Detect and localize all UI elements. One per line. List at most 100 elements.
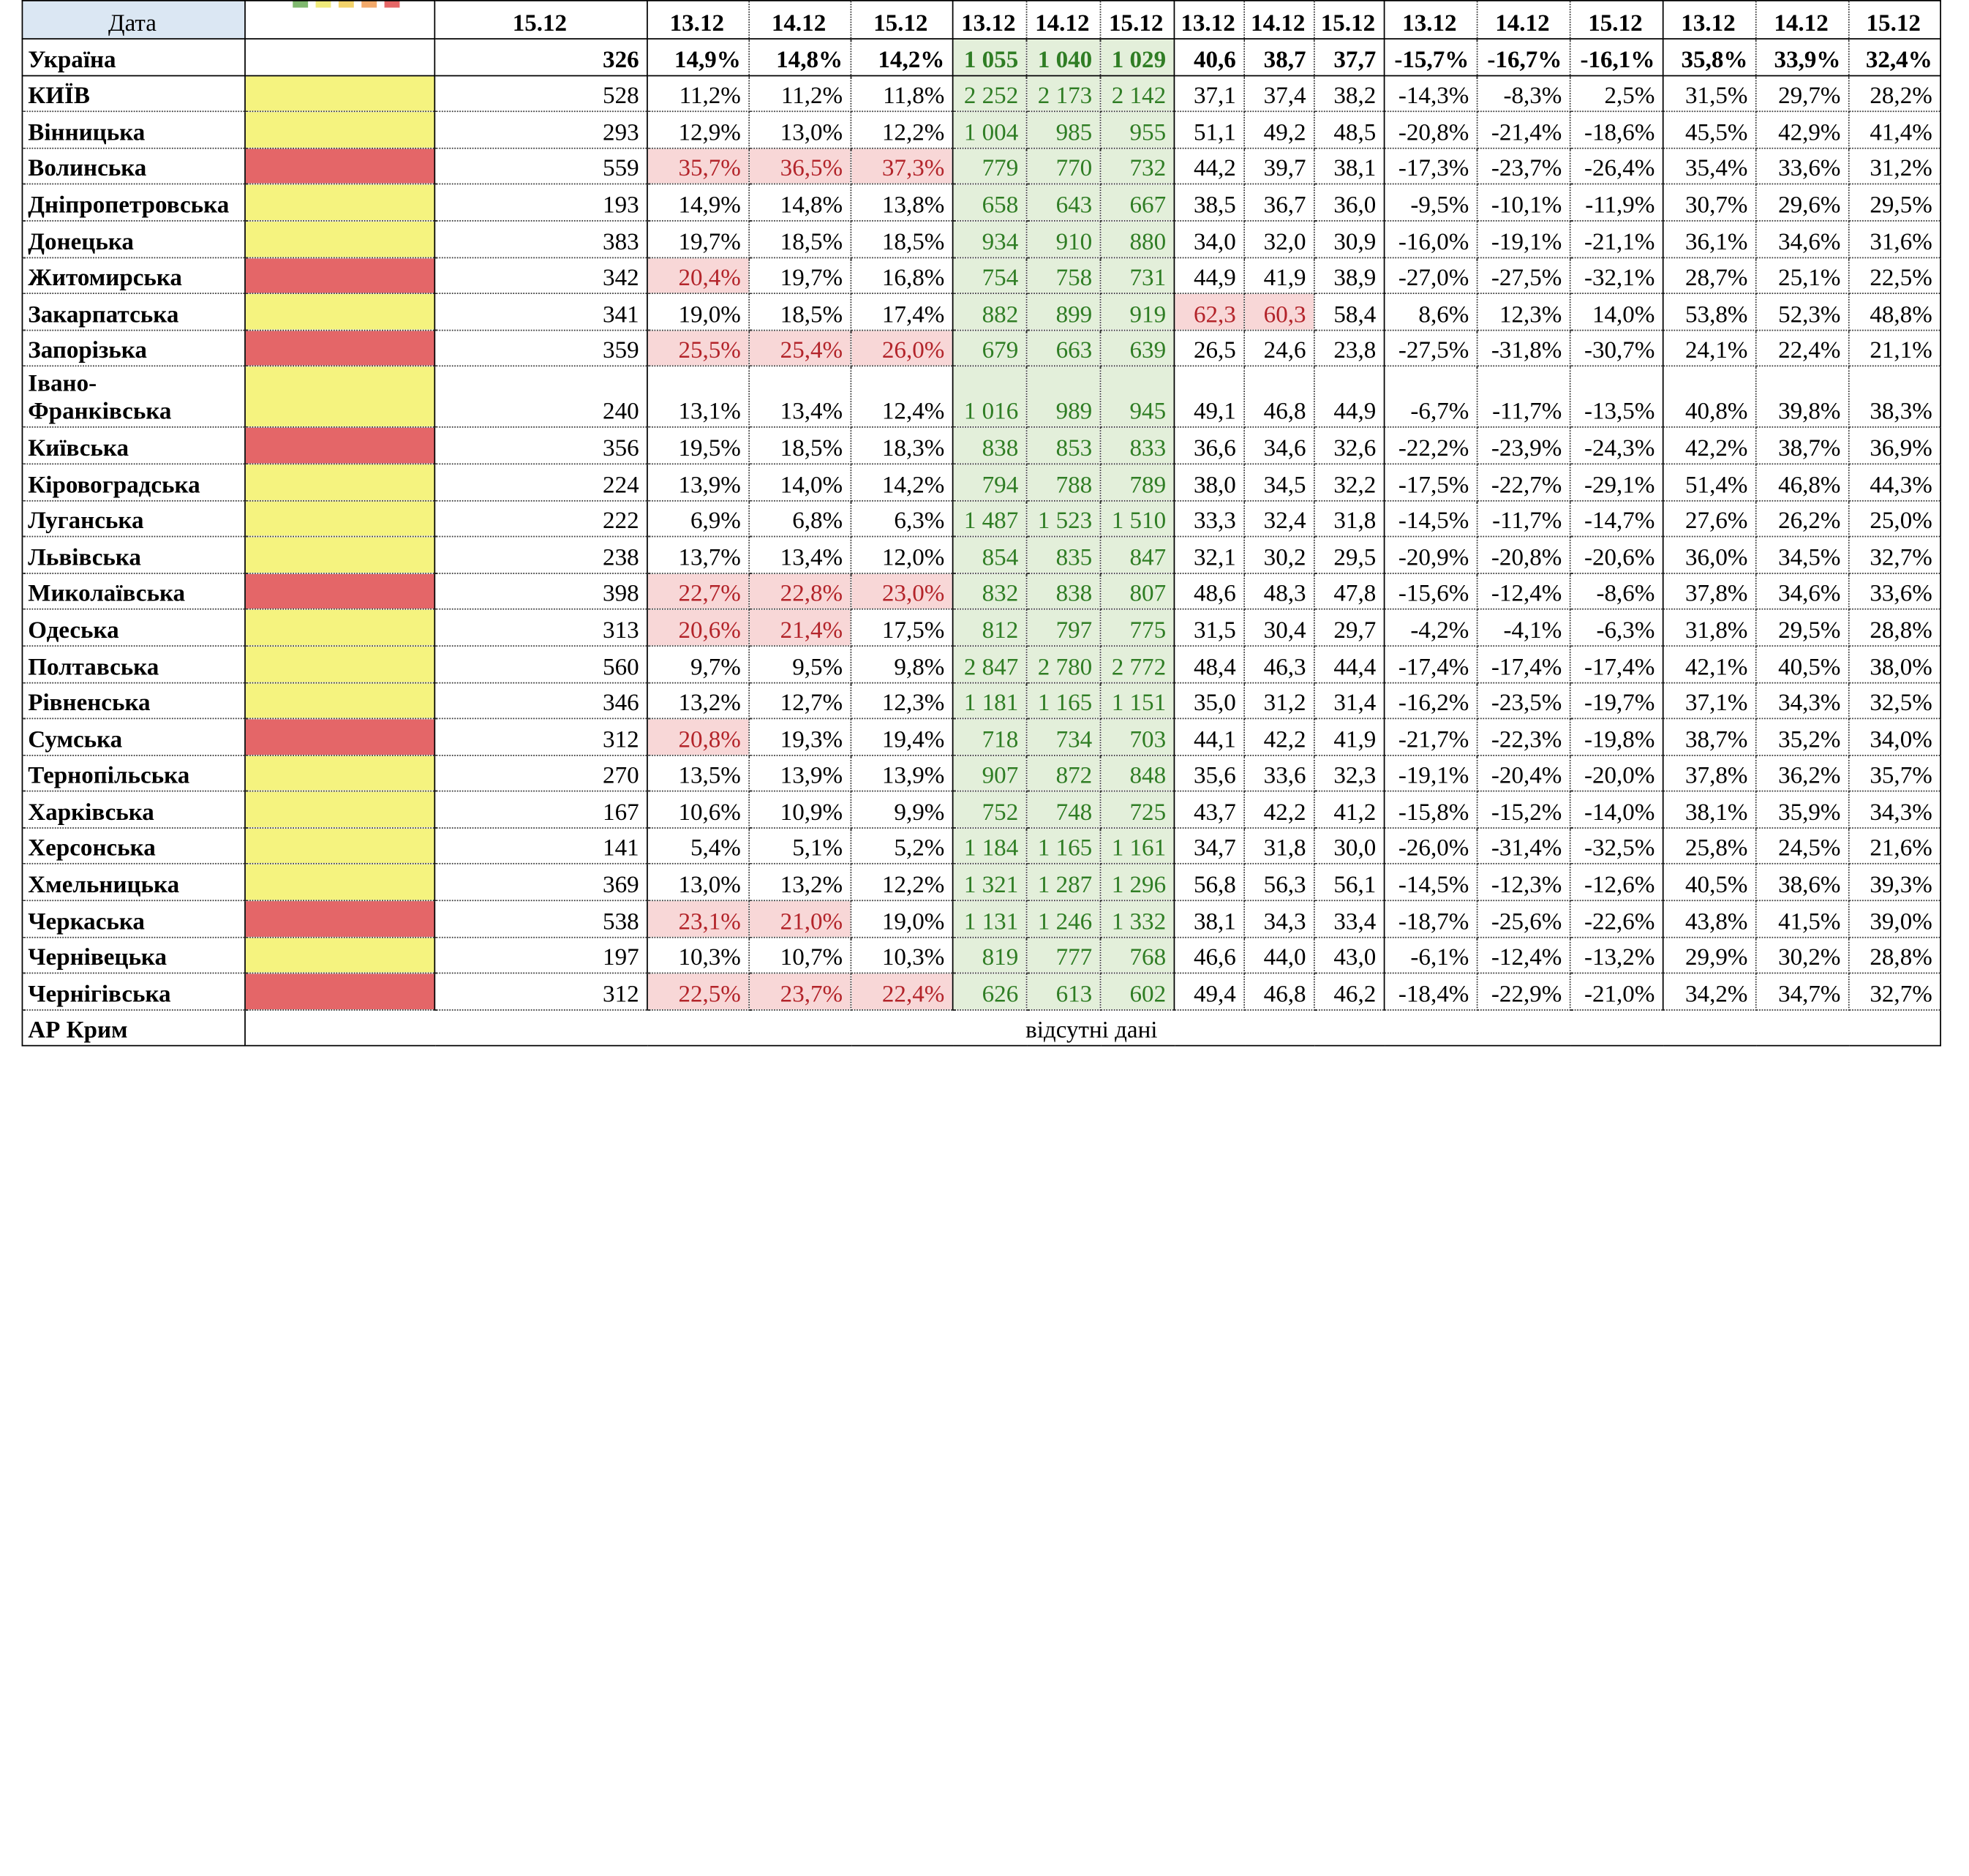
data-cell: 40,5% (1755, 646, 1850, 683)
data-cell: 44,9 (1174, 257, 1246, 295)
data-cell: -4,1% (1477, 609, 1571, 647)
data-cell: 38,6% (1755, 864, 1850, 902)
data-cell: 40,6 (1174, 39, 1246, 76)
data-cell: 34,7 (1174, 827, 1246, 865)
data-cell: 44,1 (1174, 718, 1246, 756)
data-cell: -17,5% (1384, 464, 1478, 501)
data-cell: 19,0% (647, 293, 750, 331)
data-cell: -32,1% (1570, 257, 1664, 295)
region-name: АР Крим (21, 1009, 246, 1047)
data-cell: 49,2 (1244, 111, 1315, 149)
data-cell: 36,7 (1244, 184, 1315, 222)
data-cell: 955 (1100, 111, 1175, 149)
data-cell: -18,6% (1570, 111, 1664, 149)
region-name: Вінницька (21, 111, 246, 149)
data-cell: 14,8% (749, 39, 852, 76)
data-cell: -14,7% (1570, 500, 1664, 538)
table-row: Тернопільська 270 13,5% 13,9% 13,9% 907 872 848… (21, 755, 1941, 792)
data-cell: -20,9% (1384, 536, 1478, 574)
data-cell: 37,4 (1244, 75, 1315, 113)
region-name: Івано-Франківська (21, 366, 246, 429)
data-cell: 17,4% (851, 293, 954, 331)
data-cell: 16,8% (851, 257, 954, 295)
data-cell: 52,3% (1755, 293, 1850, 331)
data-cell: 48,8% (1848, 293, 1941, 331)
data-cell: 34,0 (1174, 220, 1246, 258)
data-cell: 1 510 (1100, 500, 1175, 538)
data-cell: 1 523 (1026, 500, 1102, 538)
data-cell: -17,3% (1384, 148, 1478, 185)
data-cell: 56,1 (1314, 864, 1385, 902)
data-cell: 62,3 (1174, 293, 1246, 331)
data-cell: 30,0 (1314, 827, 1385, 865)
table-row: Житомирська 342 20,4% 19,7% 16,8% 754 758 731 44… (21, 257, 1941, 295)
data-cell: 26,0% (851, 330, 954, 367)
data-cell: 48,3 (1244, 573, 1315, 611)
data-cell: 193 (434, 184, 648, 222)
data-cell: 6,8% (749, 500, 852, 538)
data-cell: 42,2 (1244, 791, 1315, 829)
region-name: Житомирська (21, 257, 246, 295)
data-cell: 47,8 (1314, 573, 1385, 611)
data-cell: 42,2 (1244, 718, 1315, 756)
data-cell: -11,7% (1477, 500, 1571, 538)
zone-color-cell (245, 937, 436, 974)
data-cell: 833 (1100, 427, 1175, 465)
data-cell: 872 (1026, 755, 1102, 792)
data-cell: 19,0% (851, 900, 954, 938)
data-cell: 1 287 (1026, 864, 1102, 902)
region-name: Херсонська (21, 827, 246, 865)
region-name: Донецька (21, 220, 246, 258)
zone-color-cell (245, 973, 436, 1011)
data-cell: 934 (952, 220, 1028, 258)
data-cell: 26,5 (1174, 330, 1246, 367)
data-cell: -13,5% (1570, 366, 1664, 429)
data-cell: 36,6 (1174, 427, 1246, 465)
data-cell: 19,4% (851, 718, 954, 756)
zone-color-cell (245, 646, 436, 683)
data-cell: 731 (1100, 257, 1175, 295)
data-cell: 31,4 (1314, 682, 1385, 720)
data-cell: 24,5% (1755, 827, 1850, 865)
header-date: 13.12 (647, 0, 750, 39)
data-cell: 34,2% (1663, 973, 1757, 1011)
data-cell: 35,7% (1848, 755, 1941, 792)
data-cell: 2,5% (1570, 75, 1664, 113)
data-cell: 22,8% (749, 573, 852, 611)
data-cell: 18,5% (749, 293, 852, 331)
data-cell: 398 (434, 573, 648, 611)
data-cell: 1 181 (952, 682, 1028, 720)
data-cell: 23,8 (1314, 330, 1385, 367)
data-cell: 37,8% (1663, 755, 1757, 792)
data-cell: 24,1% (1663, 330, 1757, 367)
data-cell: 797 (1026, 609, 1102, 647)
table-row: Київська 356 19,5% 18,5% 18,3% 838 853 833 36,6 3… (21, 427, 1941, 465)
data-cell: 40,8% (1663, 366, 1757, 429)
data-cell: 812 (952, 609, 1028, 647)
data-cell: 30,7% (1663, 184, 1757, 222)
data-cell: 13,4% (749, 366, 852, 429)
data-cell: 39,3% (1848, 864, 1941, 902)
data-cell: -23,5% (1477, 682, 1571, 720)
data-cell: 12,0% (851, 536, 954, 574)
data-cell: 36,2% (1755, 755, 1850, 792)
data-cell: 13,0% (749, 111, 852, 149)
data-cell: 38,7 (1244, 39, 1315, 76)
data-cell: 10,3% (851, 937, 954, 974)
zone-color-cell (245, 864, 436, 902)
data-cell: 270 (434, 755, 648, 792)
data-cell: 777 (1026, 937, 1102, 974)
data-cell: 12,2% (851, 111, 954, 149)
data-cell: 35,9% (1755, 791, 1850, 829)
data-cell: 383 (434, 220, 648, 258)
data-cell: -12,3% (1477, 864, 1571, 902)
data-cell: 882 (952, 293, 1028, 331)
data-cell: 28,8% (1848, 609, 1941, 647)
data-cell: 39,0% (1848, 900, 1941, 938)
data-cell: 1 029 (1100, 39, 1175, 76)
data-cell: 34,6% (1755, 220, 1850, 258)
data-cell: 528 (434, 75, 648, 113)
data-cell: -22,9% (1477, 973, 1571, 1011)
zone-color-cell (245, 573, 436, 611)
table-row: Хмельницька 369 13,0% 13,2% 12,2% 1 321 1 287 1… (21, 864, 1941, 902)
